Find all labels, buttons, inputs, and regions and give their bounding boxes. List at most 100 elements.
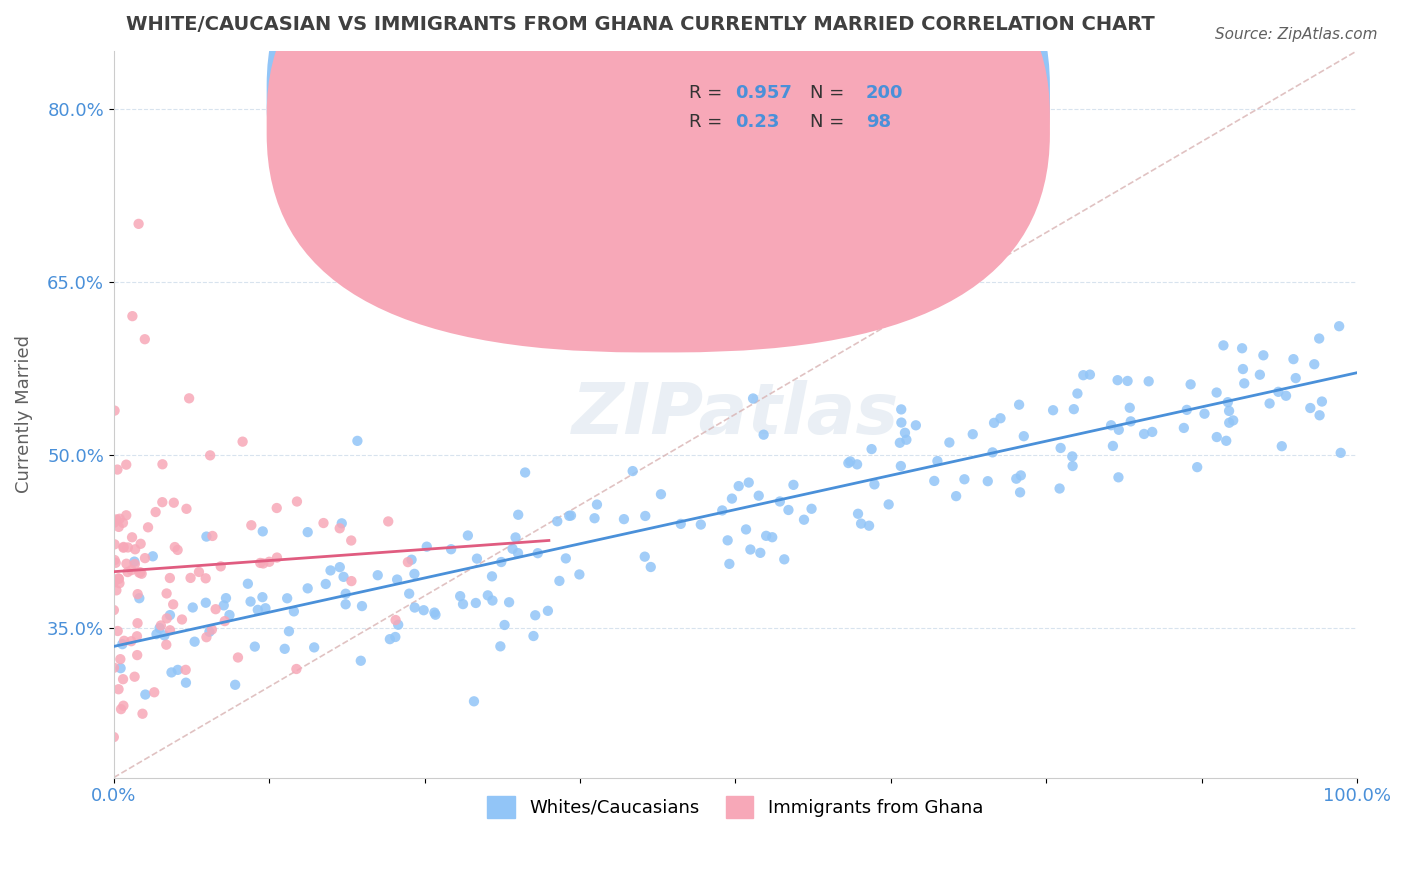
Whites/Caucasians (481, 569, 503, 583)
Whites/Caucasians (246, 603, 269, 617)
Text: WHITE/CAUCASIAN VS IMMIGRANTS FROM GHANA CURRENTLY MARRIED CORRELATION CHART: WHITE/CAUCASIAN VS IMMIGRANTS FROM GHANA… (127, 15, 1154, 34)
Text: 98: 98 (866, 113, 891, 131)
Immigrants from Ghana (103, 603, 125, 617)
Whites/Caucasians (111, 637, 134, 651)
Whites/Caucasians (1218, 404, 1240, 418)
Immigrants from Ghana (396, 555, 419, 569)
Whites/Caucasians (1008, 398, 1031, 412)
Whites/Caucasians (297, 582, 319, 596)
Whites/Caucasians (890, 416, 912, 430)
Immigrants from Ghana (115, 458, 138, 472)
Immigrants from Ghana (104, 553, 127, 567)
Whites/Caucasians (384, 630, 406, 644)
Whites/Caucasians (890, 402, 912, 417)
Whites/Caucasians (194, 596, 217, 610)
Immigrants from Ghana (136, 520, 159, 534)
Immigrants from Ghana (107, 624, 129, 638)
Immigrants from Ghana (266, 550, 288, 565)
Immigrants from Ghana (312, 516, 335, 530)
Whites/Caucasians (283, 604, 305, 618)
Whites/Caucasians (387, 617, 409, 632)
Whites/Caucasians (276, 591, 298, 606)
Whites/Caucasians (735, 523, 758, 537)
Whites/Caucasians (1108, 423, 1130, 437)
Whites/Caucasians (302, 640, 325, 655)
Whites/Caucasians (1185, 460, 1208, 475)
Whites/Caucasians (1309, 409, 1331, 423)
Whites/Caucasians (1175, 403, 1198, 417)
Whites/Caucasians (1218, 416, 1240, 430)
Whites/Caucasians (1271, 439, 1294, 453)
Whites/Caucasians (212, 599, 235, 613)
Whites/Caucasians (159, 608, 181, 623)
Whites/Caucasians (252, 590, 274, 604)
FancyBboxPatch shape (267, 0, 1050, 352)
Whites/Caucasians (1005, 472, 1028, 486)
Whites/Caucasians (1107, 373, 1129, 387)
Immigrants from Ghana (240, 518, 263, 533)
Whites/Caucasians (922, 474, 945, 488)
Whites/Caucasians (1010, 468, 1032, 483)
Immigrants from Ghana (112, 633, 135, 648)
Whites/Caucasians (740, 542, 762, 557)
Immigrants from Ghana (110, 702, 132, 716)
Immigrants from Ghana (232, 434, 254, 449)
Immigrants from Ghana (115, 557, 138, 571)
Immigrants from Ghana (143, 685, 166, 699)
Whites/Caucasians (1303, 357, 1326, 371)
Whites/Caucasians (128, 591, 150, 606)
Whites/Caucasians (1282, 352, 1305, 367)
Whites/Caucasians (800, 501, 823, 516)
Immigrants from Ghana (108, 512, 131, 526)
Whites/Caucasians (742, 392, 765, 406)
Whites/Caucasians (166, 663, 188, 677)
Immigrants from Ghana (110, 652, 132, 666)
Whites/Caucasians (1073, 368, 1095, 383)
Whites/Caucasians (904, 418, 927, 433)
FancyBboxPatch shape (267, 0, 1050, 324)
Whites/Caucasians (650, 487, 672, 501)
Immigrants from Ghana (121, 563, 143, 577)
Whites/Caucasians (711, 503, 734, 517)
FancyBboxPatch shape (617, 65, 977, 182)
Whites/Caucasians (1180, 377, 1202, 392)
Text: 0.23: 0.23 (735, 113, 780, 131)
Whites/Caucasians (1049, 482, 1071, 496)
Text: ZIPatlas: ZIPatlas (572, 380, 898, 449)
Whites/Caucasians (153, 628, 176, 642)
Immigrants from Ghana (121, 309, 143, 323)
Whites/Caucasians (489, 640, 512, 654)
Whites/Caucasians (350, 599, 373, 613)
Whites/Caucasians (721, 491, 744, 506)
Immigrants from Ghana (105, 512, 128, 526)
Immigrants from Ghana (124, 670, 146, 684)
Immigrants from Ghana (377, 515, 399, 529)
Whites/Caucasians (1215, 434, 1237, 448)
Whites/Caucasians (634, 508, 657, 523)
Whites/Caucasians (548, 574, 571, 588)
Whites/Caucasians (1299, 401, 1322, 415)
Immigrants from Ghana (134, 332, 156, 346)
Whites/Caucasians (837, 456, 859, 470)
Immigrants from Ghana (194, 571, 217, 585)
Whites/Caucasians (621, 464, 644, 478)
Whites/Caucasians (449, 589, 471, 603)
Whites/Caucasians (451, 597, 474, 611)
Immigrants from Ghana (340, 574, 363, 588)
Immigrants from Ghana (128, 566, 150, 580)
Immigrants from Ghana (129, 566, 152, 580)
Whites/Caucasians (1222, 413, 1244, 427)
Whites/Caucasians (1107, 470, 1129, 484)
Whites/Caucasians (860, 442, 883, 456)
Whites/Caucasians (537, 604, 560, 618)
Whites/Caucasians (1212, 338, 1234, 352)
Whites/Caucasians (319, 564, 342, 578)
Whites/Caucasians (1330, 446, 1353, 460)
Whites/Caucasians (502, 541, 524, 556)
Immigrants from Ghana (285, 662, 308, 676)
Whites/Caucasians (1137, 374, 1160, 388)
Whites/Caucasians (425, 607, 447, 622)
Immigrants from Ghana (249, 556, 271, 570)
Whites/Caucasians (195, 530, 218, 544)
Text: 200: 200 (866, 84, 904, 102)
